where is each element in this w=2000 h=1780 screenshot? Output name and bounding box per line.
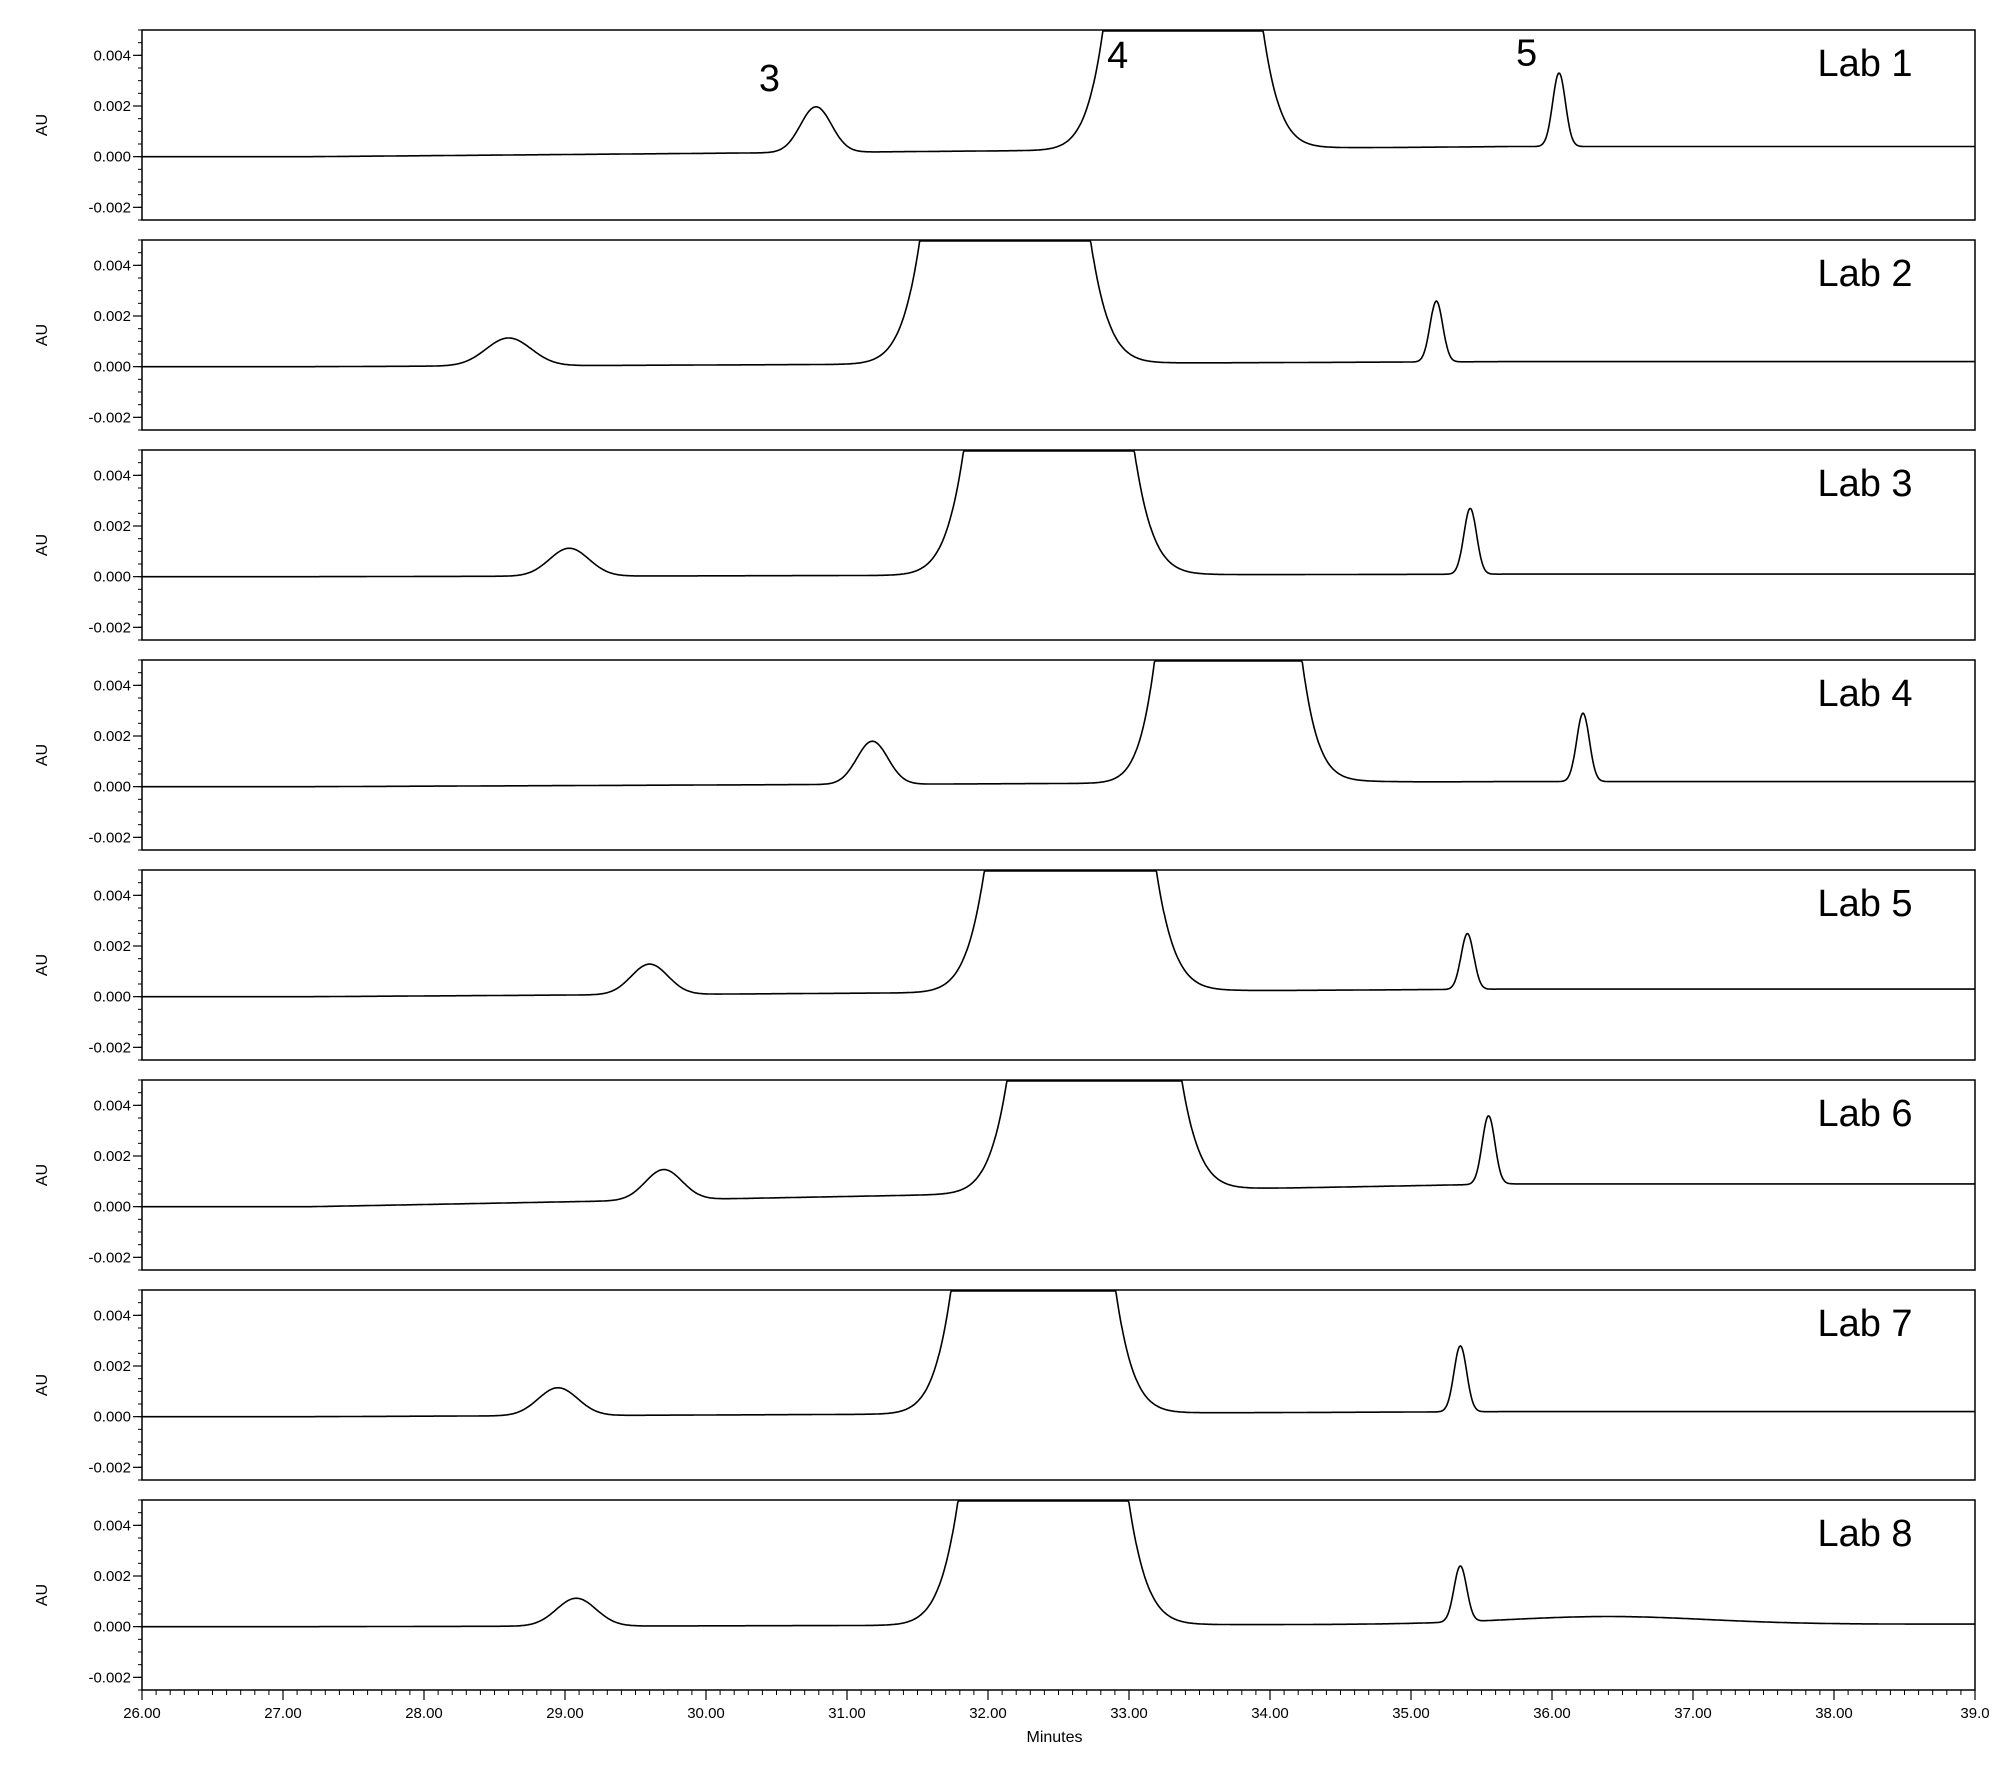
x-tick-label: 30.00 — [687, 1705, 725, 1722]
y-tick-label: -0.002 — [88, 619, 131, 636]
y-tick-label: 0.002 — [93, 1148, 131, 1165]
y-tick-label: -0.002 — [88, 1249, 131, 1266]
y-axis-title: AU — [34, 534, 51, 556]
y-tick-label: -0.002 — [88, 1459, 131, 1476]
y-tick-label: -0.002 — [88, 1669, 131, 1686]
x-tick-label: 33.00 — [1110, 1705, 1148, 1722]
series-trace — [142, 870, 1975, 998]
panel-frame — [141, 659, 1976, 851]
series-label: Lab 5 — [1817, 883, 1912, 925]
y-tick-label: 0.002 — [93, 1568, 131, 1585]
x-axis-title: Minutes — [1026, 1729, 1082, 1746]
y-tick-label: 0.002 — [93, 518, 131, 535]
panel-frame — [141, 29, 1976, 221]
y-axis-title: AU — [34, 744, 51, 766]
y-tick-label: 0.000 — [93, 1619, 131, 1636]
panel-frame — [141, 239, 1976, 431]
series-label: Lab 4 — [1817, 673, 1912, 715]
y-tick-label: 0.002 — [93, 1358, 131, 1375]
x-tick-label: 27.00 — [264, 1705, 302, 1722]
x-tick-label: 38.00 — [1815, 1705, 1853, 1722]
y-axis-title: AU — [34, 1374, 51, 1396]
y-tick-label: 0.004 — [93, 47, 131, 64]
series-trace — [142, 1290, 1975, 1418]
y-axis-title: AU — [34, 114, 51, 136]
series-label: Lab 3 — [1817, 463, 1912, 505]
y-tick-label: 0.000 — [93, 779, 131, 796]
y-tick-label: 0.000 — [93, 359, 131, 376]
x-tick-label: 36.00 — [1533, 1705, 1571, 1722]
series-trace — [142, 1500, 1975, 1628]
x-tick-label: 26.00 — [123, 1705, 161, 1722]
y-tick-label: 0.000 — [93, 989, 131, 1006]
y-tick-label: 0.004 — [93, 1307, 131, 1324]
series-trace — [142, 240, 1975, 368]
peak-annotation: 4 — [1107, 35, 1128, 77]
panel-frame — [141, 1079, 1976, 1271]
y-tick-label: -0.002 — [88, 829, 131, 846]
y-tick-label: 0.004 — [93, 467, 131, 484]
y-axis-title: AU — [34, 324, 51, 346]
x-tick-label: 35.00 — [1392, 1705, 1430, 1722]
y-axis-title: AU — [34, 1584, 51, 1606]
y-tick-label: -0.002 — [88, 1039, 131, 1056]
x-tick-label: 37.00 — [1674, 1705, 1712, 1722]
series-label: Lab 8 — [1817, 1513, 1912, 1555]
y-tick-label: 0.002 — [93, 938, 131, 955]
series-label: Lab 2 — [1817, 253, 1912, 295]
y-tick-label: 0.000 — [93, 149, 131, 166]
y-tick-label: 0.004 — [93, 1517, 131, 1534]
panel-frame — [141, 1499, 1976, 1691]
series-label: Lab 6 — [1817, 1093, 1912, 1135]
y-tick-label: 0.004 — [93, 887, 131, 904]
panel-frame — [141, 449, 1976, 641]
panel-frame — [141, 1289, 1976, 1481]
y-tick-label: 0.002 — [93, 728, 131, 745]
series-trace — [142, 30, 1975, 158]
x-tick-label: 28.00 — [405, 1705, 443, 1722]
y-tick-label: 0.002 — [93, 98, 131, 115]
series-trace — [142, 660, 1975, 788]
y-tick-label: 0.002 — [93, 308, 131, 325]
series-label: Lab 7 — [1817, 1303, 1912, 1345]
x-tick-label: 29.00 — [546, 1705, 584, 1722]
y-tick-label: 0.004 — [93, 677, 131, 694]
x-tick-label: 34.00 — [1251, 1705, 1289, 1722]
y-axis-title: AU — [34, 1164, 51, 1186]
panel-frame — [141, 869, 1976, 1061]
x-tick-label: 32.00 — [969, 1705, 1007, 1722]
y-tick-label: -0.002 — [88, 409, 131, 426]
y-tick-label: 0.000 — [93, 569, 131, 586]
peak-annotation: 3 — [759, 58, 780, 100]
peak-annotation: 5 — [1516, 32, 1537, 74]
series-label: Lab 1 — [1817, 43, 1912, 85]
y-tick-label: 0.004 — [93, 1097, 131, 1114]
y-axis-title: AU — [34, 954, 51, 976]
y-tick-label: 0.004 — [93, 257, 131, 274]
x-tick-label: 39.0 — [1960, 1705, 1989, 1722]
x-tick-label: 31.00 — [828, 1705, 866, 1722]
y-tick-label: 0.000 — [93, 1199, 131, 1216]
y-tick-label: -0.002 — [88, 199, 131, 216]
y-tick-label: 0.000 — [93, 1409, 131, 1426]
series-trace — [142, 1080, 1975, 1208]
series-trace — [142, 450, 1975, 578]
